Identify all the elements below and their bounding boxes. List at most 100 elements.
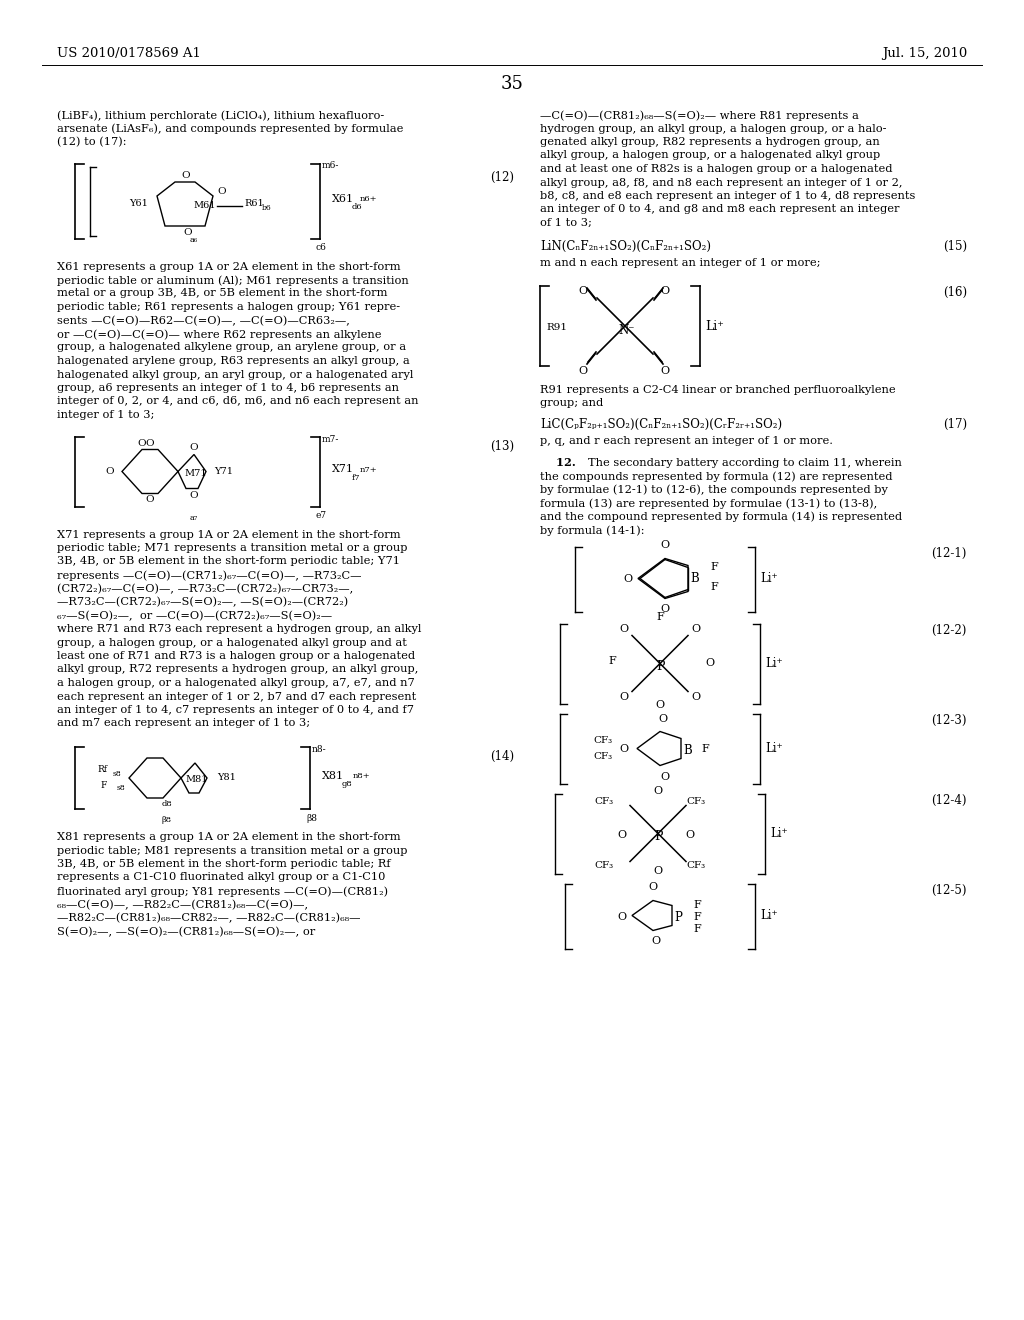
Text: m6-: m6- [322, 161, 339, 170]
Text: O: O [651, 936, 660, 946]
Text: Li⁺: Li⁺ [705, 319, 724, 333]
Text: by formula (14-1):: by formula (14-1): [540, 525, 644, 536]
Text: O: O [660, 605, 670, 615]
Text: alkyl group, a halogen group, or a halogenated alkyl group: alkyl group, a halogen group, or a halog… [540, 150, 881, 161]
Text: O: O [145, 438, 155, 447]
Text: (15): (15) [943, 239, 967, 252]
Text: X71: X71 [332, 465, 354, 474]
Text: m7-: m7- [322, 434, 339, 444]
Text: F: F [100, 781, 106, 791]
Text: integer of 0, 2, or 4, and c6, d6, m6, and n6 each represent an: integer of 0, 2, or 4, and c6, d6, m6, a… [57, 396, 419, 407]
Text: O: O [183, 228, 193, 238]
Text: M61: M61 [193, 202, 215, 210]
Text: Li⁺: Li⁺ [760, 909, 777, 921]
Text: group; and: group; and [540, 399, 603, 408]
Text: 3B, 4B, or 5B element in the short-form periodic table; Y71: 3B, 4B, or 5B element in the short-form … [57, 557, 400, 566]
Text: (14): (14) [490, 750, 514, 763]
Text: halogenated alkyl group, an aryl group, or a halogenated aryl: halogenated alkyl group, an aryl group, … [57, 370, 414, 380]
Text: e7: e7 [316, 511, 327, 520]
Text: O: O [648, 883, 657, 892]
Text: n6+: n6+ [360, 195, 378, 203]
Text: (12-1): (12-1) [932, 546, 967, 560]
Text: O: O [579, 366, 588, 376]
Text: O: O [691, 693, 700, 702]
Text: p, q, and r each represent an integer of 1 or more.: p, q, and r each represent an integer of… [540, 436, 833, 446]
Text: Li⁺: Li⁺ [765, 742, 782, 755]
Text: CF₃: CF₃ [595, 797, 613, 807]
Text: O: O [620, 743, 629, 754]
Text: O: O [653, 787, 663, 796]
Text: X61: X61 [332, 194, 354, 205]
Text: N⁻: N⁻ [618, 323, 635, 337]
Text: β8: β8 [162, 816, 172, 824]
Text: R91: R91 [546, 323, 567, 333]
Text: n8+: n8+ [353, 772, 371, 780]
Text: n8-: n8- [312, 744, 327, 754]
Text: and m7 each represent an integer of 1 to 3;: and m7 each represent an integer of 1 to… [57, 718, 310, 729]
Text: O: O [620, 693, 629, 702]
Text: B: B [683, 744, 692, 756]
Text: F: F [710, 561, 718, 572]
Text: a halogen group, or a halogenated alkyl group, a7, e7, and n7: a halogen group, or a halogenated alkyl … [57, 678, 415, 688]
Text: Y61: Y61 [129, 199, 147, 209]
Text: periodic table; M71 represents a transition metal or a group: periodic table; M71 represents a transit… [57, 543, 408, 553]
Text: —C(=O)—(CR81₂)₆₈—S(=O)₂— where R81 represents a: —C(=O)—(CR81₂)₆₈—S(=O)₂— where R81 repre… [540, 110, 859, 120]
Text: where R71 and R73 each represent a hydrogen group, an alkyl: where R71 and R73 each represent a hydro… [57, 624, 421, 634]
Text: (LiBF₄), lithium perchlorate (LiClO₄), lithium hexafluoro-: (LiBF₄), lithium perchlorate (LiClO₄), l… [57, 110, 384, 120]
Text: 12.: 12. [540, 458, 575, 469]
Text: F: F [710, 582, 718, 591]
Text: —R73₂C—(CR72₂)₆₇—S(=O)₂—, —S(=O)₂—(CR72₂): —R73₂C—(CR72₂)₆₇—S(=O)₂—, —S(=O)₂—(CR72₂… [57, 597, 348, 607]
Text: each represent an integer of 1 or 2, b7 and d7 each represent: each represent an integer of 1 or 2, b7 … [57, 692, 416, 701]
Text: periodic table; R61 represents a halogen group; Y61 repre-: periodic table; R61 represents a halogen… [57, 302, 400, 312]
Text: X81 represents a group 1A or 2A element in the short-form: X81 represents a group 1A or 2A element … [57, 832, 400, 842]
Text: (16): (16) [943, 286, 967, 300]
Text: an integer of 1 to 4, c7 represents an integer of 0 to 4, and f7: an integer of 1 to 4, c7 represents an i… [57, 705, 414, 715]
Text: m and n each represent an integer of 1 or more;: m and n each represent an integer of 1 o… [540, 257, 820, 268]
Text: P: P [656, 660, 666, 673]
Text: M71: M71 [184, 469, 207, 478]
Text: Rf: Rf [97, 766, 106, 775]
Text: M81: M81 [185, 776, 208, 784]
Text: (CR72₂)₆₇—C(=O)—, —R73₂C—(CR72₂)₆₇—CR73₂—,: (CR72₂)₆₇—C(=O)—, —R73₂C—(CR72₂)₆₇—CR73₂… [57, 583, 353, 594]
Text: s8: s8 [117, 784, 126, 792]
Text: metal or a group 3B, 4B, or 5B element in the short-form: metal or a group 3B, 4B, or 5B element i… [57, 289, 387, 298]
Text: (12-2): (12-2) [932, 623, 967, 636]
Text: O: O [655, 701, 665, 710]
Text: (12-5): (12-5) [932, 883, 967, 896]
Text: O: O [653, 866, 663, 876]
Text: d8: d8 [162, 800, 172, 808]
Text: (12) to (17):: (12) to (17): [57, 137, 127, 148]
Text: O: O [660, 540, 670, 550]
Text: of 1 to 3;: of 1 to 3; [540, 218, 592, 228]
Text: O: O [105, 467, 114, 477]
Text: Li⁺: Li⁺ [765, 657, 782, 671]
Text: a₇: a₇ [190, 513, 199, 521]
Text: the compounds represented by formula (12) are represented: the compounds represented by formula (12… [540, 471, 893, 482]
Text: O: O [658, 714, 668, 723]
Text: an integer of 0 to 4, and g8 and m8 each represent an integer: an integer of 0 to 4, and g8 and m8 each… [540, 205, 899, 214]
Text: O: O [579, 286, 588, 296]
Text: s8: s8 [113, 770, 122, 777]
Text: O: O [181, 172, 190, 180]
Text: S(=O)₂—, —S(=O)₂—(CR81₂)₆₈—S(=O)₂—, or: S(=O)₂—, —S(=O)₂—(CR81₂)₆₈—S(=O)₂—, or [57, 927, 315, 937]
Text: R61: R61 [244, 199, 264, 209]
Text: hydrogen group, an alkyl group, a halogen group, or a halo-: hydrogen group, an alkyl group, a haloge… [540, 124, 887, 133]
Text: Li⁺: Li⁺ [760, 572, 777, 585]
Text: O: O [137, 438, 146, 447]
Text: O: O [189, 491, 199, 499]
Text: O: O [189, 444, 199, 453]
Text: CF₃: CF₃ [595, 861, 613, 870]
Text: F: F [693, 912, 700, 923]
Text: (17): (17) [943, 418, 967, 432]
Text: represents —C(=O)—(CR71₂)₆₇—C(=O)—, —R73₂C—: represents —C(=O)—(CR71₂)₆₇—C(=O)—, —R73… [57, 570, 361, 581]
Text: 3B, 4B, or 5B element in the short-form periodic table; Rf: 3B, 4B, or 5B element in the short-form … [57, 859, 390, 869]
Text: X81: X81 [322, 771, 344, 781]
Text: alkyl group, a8, f8, and n8 each represent an integer of 1 or 2,: alkyl group, a8, f8, and n8 each represe… [540, 177, 902, 187]
Text: F: F [693, 900, 700, 911]
Text: CF₃: CF₃ [594, 737, 613, 744]
Text: (12-3): (12-3) [932, 714, 967, 726]
Text: b8, c8, and e8 each represent an integer of 1 to 4, d8 represents: b8, c8, and e8 each represent an integer… [540, 191, 915, 201]
Text: Jul. 15, 2010: Jul. 15, 2010 [882, 48, 967, 59]
Text: O: O [706, 659, 715, 668]
Text: arsenate (LiAsF₆), and compounds represented by formulae: arsenate (LiAsF₆), and compounds represe… [57, 124, 403, 135]
